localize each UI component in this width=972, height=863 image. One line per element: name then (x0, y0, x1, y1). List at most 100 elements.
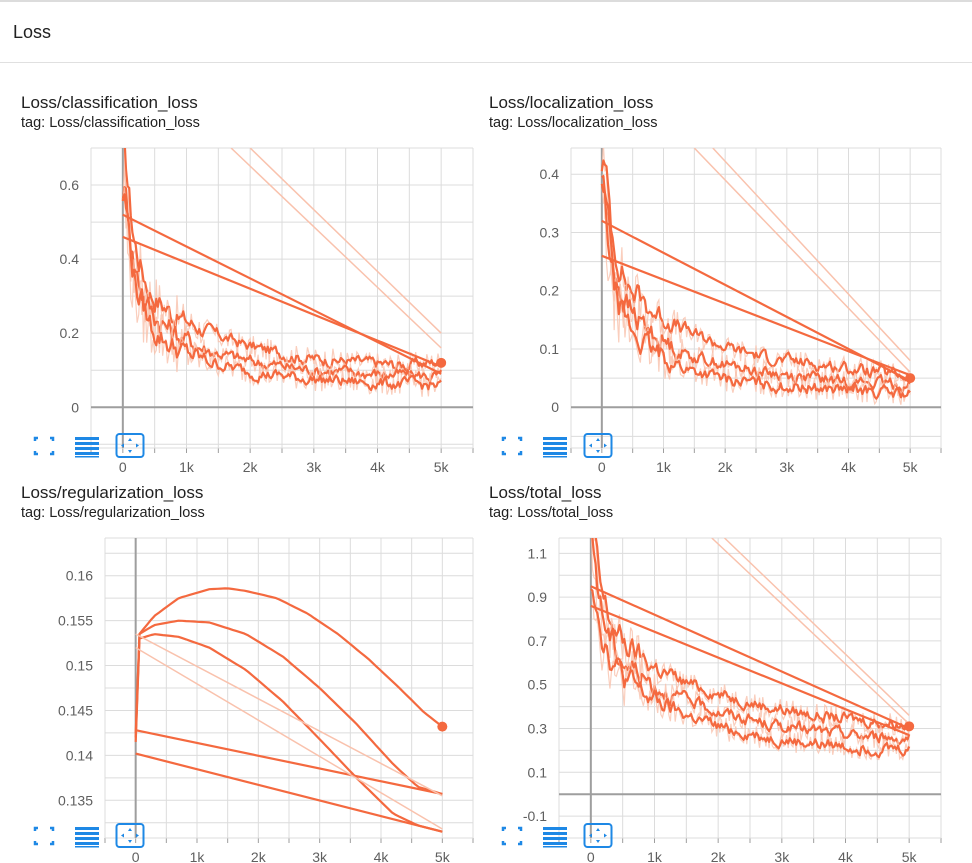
arrow-left (589, 833, 592, 838)
bar-mark (75, 832, 99, 835)
line-chart-total-loss[interactable]: 0 1k 2k 3k 4k 5k -0.1 0.1 0.3 0.5 0.7 0.9 1.1 (489, 483, 959, 863)
toggle-log-scale-icon (543, 437, 567, 458)
y-tick-label: 0.3 (528, 721, 548, 737)
chart-title: Loss/localization_loss (489, 93, 654, 112)
corner-mark (518, 841, 523, 846)
x-tick-label: 1k (647, 849, 663, 863)
x-tick-label: 3k (306, 459, 322, 475)
corner-mark (518, 826, 523, 831)
series-faint-line (135, 646, 443, 830)
arrow-left (589, 443, 592, 448)
x-tick-label: 3k (779, 459, 795, 475)
bar-mark (543, 837, 567, 840)
log-scale-toggle-button[interactable] (541, 432, 571, 460)
section-header[interactable]: Loss (0, 2, 972, 63)
series-endpoint-marker (437, 721, 448, 732)
arrow-up (128, 828, 132, 831)
x-tick-label: 1k (656, 459, 672, 475)
x-tick-label: 5k (903, 459, 919, 475)
toggle-log-scale-icon (543, 827, 567, 848)
grid (570, 147, 942, 453)
bar-mark (543, 456, 567, 458)
series-endpoint-marker (904, 721, 915, 732)
arrow-down (596, 450, 600, 453)
chart-card-total-loss: Loss/total_loss tag: Loss/total_loss 0 1k… (489, 483, 959, 863)
series-line (600, 183, 911, 400)
fit-domain-button[interactable] (583, 432, 613, 460)
log-scale-toggle-button[interactable] (73, 432, 103, 460)
line-chart-localization-loss[interactable]: 0 1k 2k 3k 4k 5k 0 0.1 0.2 0.3 0.4 (489, 93, 959, 475)
bar-mark (543, 437, 567, 440)
fullscreen-icon (33, 436, 55, 456)
series-endpoint-marker (436, 357, 447, 368)
series-raw-line (601, 148, 911, 385)
arrow-up (596, 438, 600, 441)
series-line (590, 604, 910, 737)
axes: 0 1k 2k 3k 4k 5k 0.135 0.14 0.145 0.15 0.155 0.16 (58, 538, 451, 863)
x-tick-label: 0 (598, 459, 606, 475)
series-endpoint-marker (905, 373, 916, 384)
y-tick-label: 0.3 (540, 224, 560, 240)
series-line (122, 213, 442, 375)
bar-mark (543, 842, 567, 845)
corner-mark (33, 841, 38, 846)
series-line (591, 538, 911, 745)
arrow-left (121, 833, 124, 838)
series-line (121, 186, 443, 383)
axes: 0 1k 2k 3k 4k 5k 0 0.1 0.2 0.3 0.4 (540, 148, 941, 475)
x-tick-label: 5k (434, 459, 450, 475)
fullscreen-icon (501, 436, 523, 456)
y-tick-label: 0.1 (528, 764, 548, 780)
x-tick-label: 2k (251, 849, 267, 863)
x-tick-label: 2k (711, 849, 727, 863)
series-faint-line (711, 538, 910, 725)
arrow-up (128, 438, 132, 441)
y-tick-label: 0.16 (66, 568, 93, 584)
chart-card-classification-loss: Loss/classification_loss tag: Loss/class… (21, 93, 491, 475)
chart-title: Loss/total_loss (489, 483, 602, 502)
chart-tag: tag: Loss/classification_loss (21, 115, 200, 131)
plot-area (134, 587, 443, 833)
grid (90, 147, 474, 453)
x-tick-label: 1k (190, 849, 206, 863)
frame-mark (583, 433, 613, 458)
corner-mark (501, 841, 506, 846)
fullscreen-button[interactable] (497, 822, 527, 850)
fit-domain-button[interactable] (115, 432, 145, 460)
y-tick-label: 0.145 (58, 702, 93, 718)
fullscreen-icon (33, 826, 55, 846)
fullscreen-button[interactable] (29, 432, 59, 460)
log-scale-toggle-button[interactable] (541, 822, 571, 850)
bar-mark (75, 842, 99, 845)
series-line (590, 585, 910, 730)
toggle-log-scale-icon (75, 827, 99, 848)
bar-mark (75, 452, 99, 455)
y-tick-label: -0.1 (523, 808, 547, 824)
log-scale-toggle-button[interactable] (73, 822, 103, 850)
arrow-left (121, 443, 124, 448)
chart-tag: tag: Loss/total_loss (489, 505, 614, 521)
y-tick-label: 0.14 (66, 747, 93, 763)
line-chart-classification-loss[interactable]: 0 1k 2k 3k 4k 5k 0 0.2 0.4 0.6 (21, 93, 491, 475)
fullscreen-button[interactable] (29, 822, 59, 850)
fit-domain-icon (115, 433, 145, 458)
x-tick-label: 2k (718, 459, 734, 475)
corner-mark (50, 451, 55, 456)
arrow-right (136, 443, 139, 448)
fullscreen-button[interactable] (497, 432, 527, 460)
y-tick-label: 0.6 (60, 177, 80, 193)
series-line (135, 729, 443, 796)
corner-mark (501, 451, 506, 456)
y-tick-label: 0.2 (540, 283, 560, 299)
bar-mark (543, 832, 567, 835)
x-tick-label: 5k (902, 849, 918, 863)
x-tick-label: 2k (243, 459, 259, 475)
line-chart-regularization-loss[interactable]: 0 1k 2k 3k 4k 5k 0.135 0.14 0.145 0.15 0.155 0.16 (21, 483, 491, 863)
fit-domain-button[interactable] (115, 822, 145, 850)
fit-domain-button[interactable] (583, 822, 613, 850)
arrow-down (128, 840, 132, 843)
y-tick-label: 0.7 (528, 633, 548, 649)
plot-area (600, 148, 911, 406)
series-line (134, 633, 443, 833)
arrow-up (596, 828, 600, 831)
